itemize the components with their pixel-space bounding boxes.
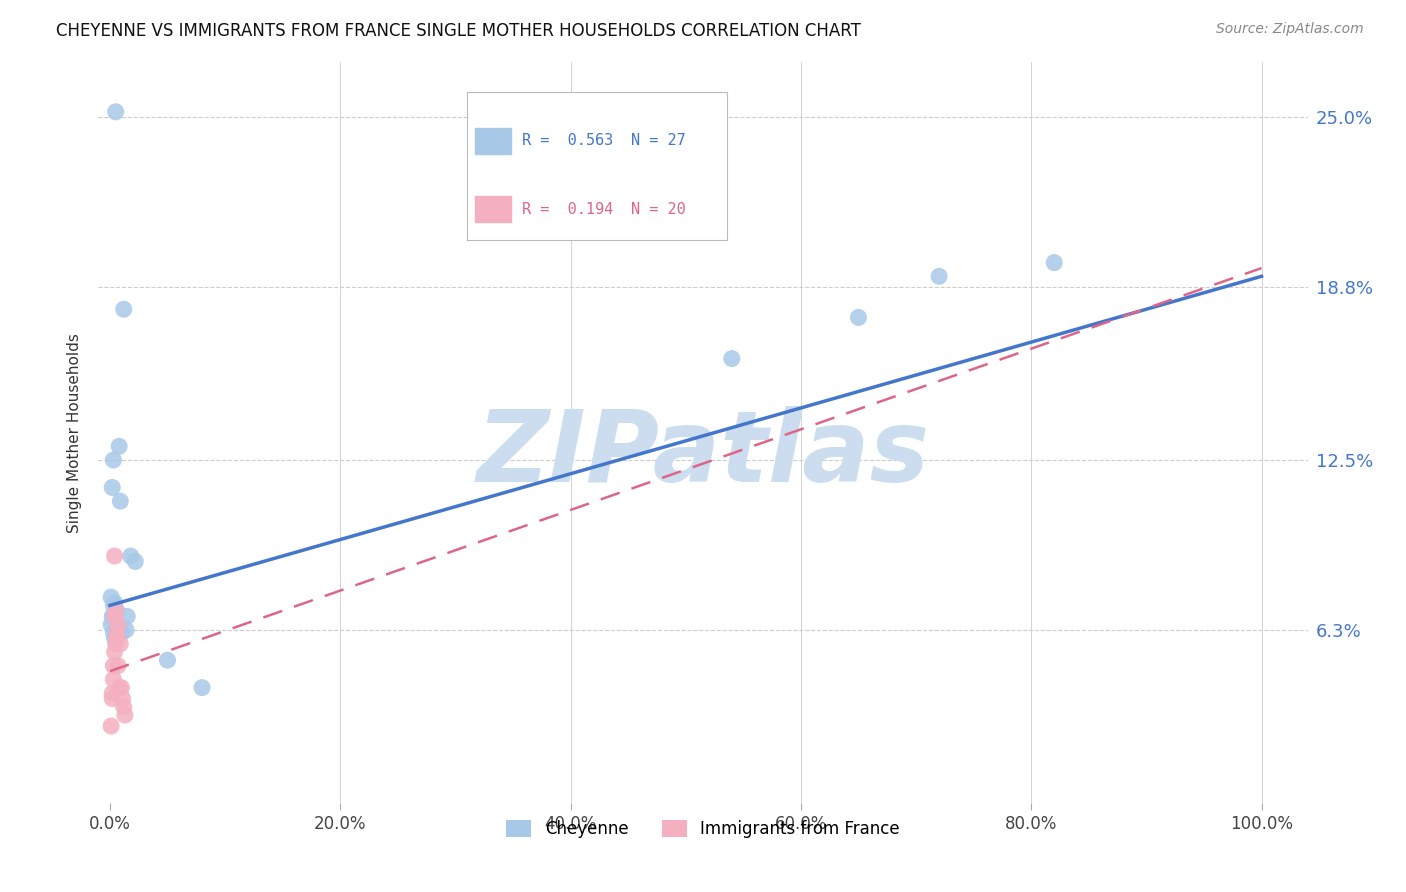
Point	[111, 691, 134, 706]
Point	[103, 453, 125, 467]
Text: CHEYENNE VS IMMIGRANTS FROM FRANCE SINGLE MOTHER HOUSEHOLDS CORRELATION CHART: CHEYENNE VS IMMIGRANTS FROM FRANCE SINGL…	[56, 22, 860, 40]
Point	[103, 609, 125, 624]
Point	[107, 617, 129, 632]
Point	[191, 681, 214, 695]
Point	[115, 623, 138, 637]
Point	[103, 632, 125, 646]
Point	[101, 609, 124, 624]
Point	[848, 310, 870, 325]
Point	[101, 691, 124, 706]
Point	[108, 439, 131, 453]
Point	[104, 604, 127, 618]
Point	[110, 681, 132, 695]
Point	[124, 554, 146, 568]
Point	[112, 302, 135, 317]
Point	[108, 681, 131, 695]
Point	[114, 708, 136, 723]
Point	[103, 599, 125, 613]
Point	[103, 625, 125, 640]
Point	[103, 673, 125, 687]
Point	[928, 269, 950, 284]
Point	[103, 658, 125, 673]
Point	[105, 625, 128, 640]
Point	[156, 653, 179, 667]
Point	[120, 549, 142, 563]
Point	[100, 719, 122, 733]
Point	[110, 637, 132, 651]
Point	[105, 604, 128, 618]
Point	[720, 351, 742, 366]
Point	[110, 494, 132, 508]
Y-axis label: Single Mother Households: Single Mother Households	[67, 333, 83, 533]
Point	[104, 104, 127, 119]
Text: Source: ZipAtlas.com: Source: ZipAtlas.com	[1216, 22, 1364, 37]
Point	[103, 645, 125, 659]
Point	[103, 549, 125, 563]
Point	[104, 637, 127, 651]
Point	[1043, 255, 1066, 269]
Point	[100, 590, 122, 604]
Point	[115, 609, 138, 624]
Point	[107, 617, 129, 632]
Point	[110, 625, 132, 640]
Point	[100, 617, 122, 632]
Point	[107, 658, 129, 673]
Text: ZIPatlas: ZIPatlas	[477, 407, 929, 503]
Point	[103, 596, 125, 610]
Point	[103, 609, 125, 624]
Legend: Cheyenne, Immigrants from France: Cheyenne, Immigrants from France	[498, 812, 908, 847]
Point	[101, 686, 124, 700]
Point	[112, 699, 135, 714]
Point	[105, 632, 128, 646]
Point	[101, 480, 124, 494]
